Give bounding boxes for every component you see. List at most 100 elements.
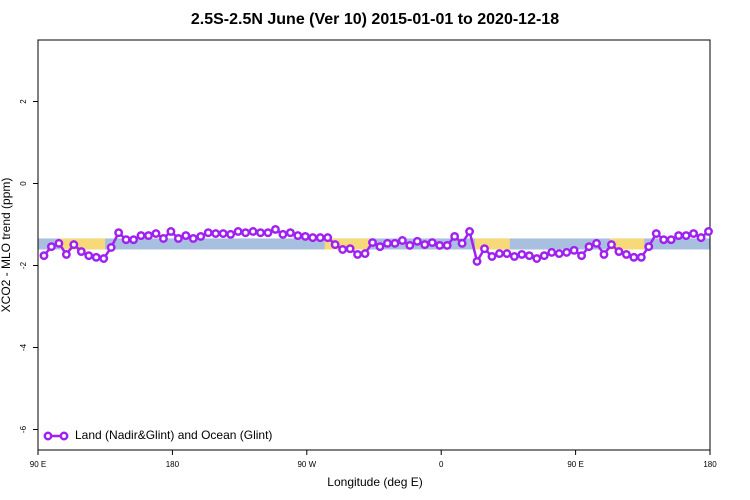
point [330,240,340,250]
point [270,224,280,234]
point [241,228,251,238]
point [360,249,370,259]
x-tick-label: 180 [166,460,180,469]
point [629,252,639,262]
point [681,231,691,241]
point [114,228,124,238]
point [577,251,587,261]
point [353,249,363,259]
point [704,227,713,236]
point [427,238,437,247]
point [569,245,579,255]
point [644,242,654,252]
land-span [474,238,510,250]
point [659,235,669,245]
land-span [59,238,106,250]
point [151,229,161,238]
point [435,240,445,250]
point [188,233,198,243]
point [517,249,527,259]
plot-frame [37,39,711,451]
point [121,235,131,245]
point [666,235,676,245]
point [196,231,206,241]
point [218,229,228,238]
point [547,247,557,257]
point [173,233,183,243]
legend-label: Land (Nadir&Glint) and Ocean (Glint) [75,428,272,442]
point [420,240,430,250]
point [621,249,631,259]
point [457,238,467,248]
point [99,254,109,263]
point [91,252,101,262]
chart-title: 2.5S-2.5N June (Ver 10) 2015-01-01 to 20… [191,11,559,28]
point [450,231,460,241]
point [144,231,153,241]
point [256,228,265,238]
point [599,249,609,259]
point [166,227,176,236]
point [554,249,564,259]
point [674,231,684,241]
point [562,247,572,257]
point [480,244,489,254]
point [494,249,504,259]
point [129,235,139,245]
x-tick-label: 180 [703,460,717,469]
legend-marker [43,431,53,441]
point [278,229,288,239]
point [39,251,49,261]
point [696,233,706,243]
point [181,231,191,241]
land-span [324,238,370,250]
point [509,252,519,261]
point [412,236,422,246]
land-span [609,238,645,250]
point [263,228,273,238]
y-tick-label: -4 [19,343,28,351]
point [465,227,475,236]
point [203,228,213,238]
point [689,229,699,238]
x-tick-label: 0 [439,460,444,469]
point [226,229,236,239]
y-axis-label: XCO2 - MLO trend (ppm) [0,178,13,313]
point [584,242,594,252]
point [539,251,549,261]
point [293,231,303,241]
point [487,252,497,261]
y-tick-label: -6 [19,425,28,433]
point [136,231,146,241]
point [442,240,452,250]
point [248,227,258,236]
y-tick-label: -2 [19,261,28,269]
point [323,233,333,243]
point [308,233,318,243]
x-axis-label: Longitude (deg E) [327,475,422,489]
point [285,228,295,238]
point [233,227,243,236]
point [592,238,601,248]
point [382,238,392,248]
x-tick-label: 90 E [567,460,583,469]
point [390,238,400,248]
point [106,243,116,252]
point [76,247,86,257]
point [54,238,64,248]
point [532,254,542,263]
y-tick-label: 2 [19,99,28,104]
point [502,249,512,259]
point [69,240,79,250]
point [397,236,407,245]
point [61,249,71,259]
point [524,251,534,261]
point [472,256,482,266]
point [405,240,415,250]
x-tick-label: 90 W [297,460,316,469]
point [368,238,377,247]
point [636,252,646,262]
point [211,229,221,238]
point [375,242,385,252]
